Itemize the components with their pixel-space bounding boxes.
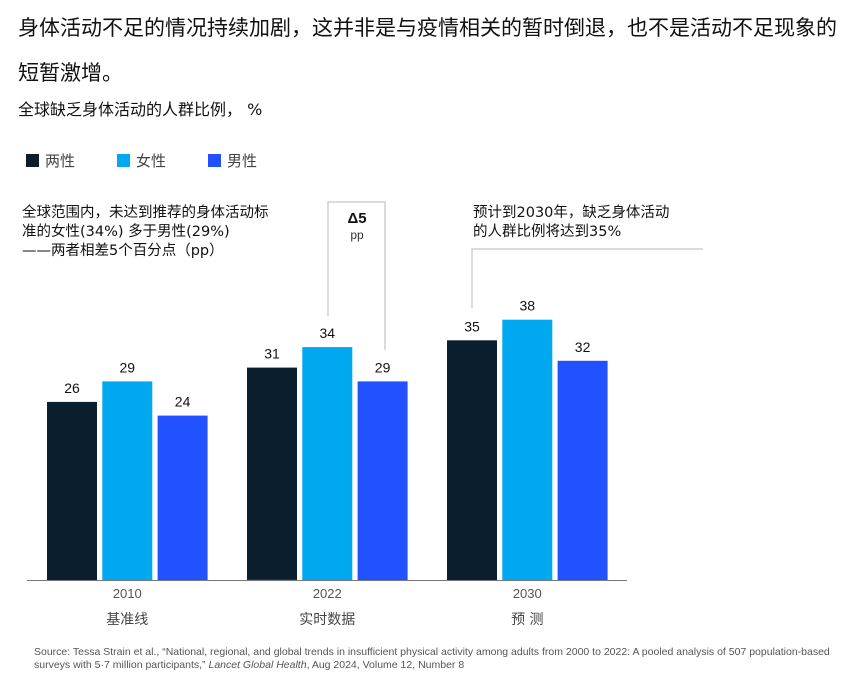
data-label-both-2030: 35 — [464, 318, 480, 334]
data-label-male-2010: 24 — [175, 394, 191, 410]
data-label-male-2030: 32 — [575, 339, 591, 355]
legend-swatch-both — [26, 154, 39, 167]
data-label-female-2010: 29 — [120, 359, 136, 375]
legend-item-both: 两性 — [26, 150, 75, 171]
legend-item-female: 女性 — [117, 150, 166, 171]
gender-gap-annotation: 全球范围内，未达到推荐的身体活动标 准的女性(34%) 多于男性(29%) ——… — [22, 204, 322, 261]
projection-annotation-line: 预计到2030年，缺乏身体活动 — [473, 205, 670, 221]
delta-bracket — [327, 201, 386, 350]
annotation-brackets — [327, 201, 703, 350]
bar-male-2030 — [557, 360, 608, 580]
gender-gap-annotation-line: 全球范围内，未达到推荐的身体活动标 — [22, 205, 269, 221]
x-tick-label-2010: 2010 — [113, 586, 142, 601]
source-prefix: Source: Tessa Strain et al., “National, … — [34, 646, 830, 671]
gender-gap-annotation-line: ——两者相差5个百分点（pp） — [22, 243, 224, 259]
source-journal: Lancet Global Health — [208, 659, 307, 671]
x-axis-labels: 2010 基准线 2022 实时数据 2030 预 测 — [106, 586, 543, 628]
x-category-sublabel-2010: 基准线 — [106, 611, 148, 628]
bars-layer: 26 31 35 29 34 38 24 29 32 — [47, 298, 608, 581]
bar-male-2010 — [157, 415, 208, 580]
data-label-both-2010: 26 — [64, 380, 80, 396]
data-label-male-2022: 29 — [375, 359, 391, 375]
bar-female-2030 — [502, 319, 553, 580]
gender-gap-annotation-line: 准的女性(34%) 多于男性(29%) — [22, 224, 230, 240]
bar-both-2022 — [247, 367, 297, 580]
x-tick-label-2022: 2022 — [313, 586, 342, 601]
bar-male-2022 — [357, 381, 408, 580]
legend-label-male: 男性 — [227, 152, 258, 170]
delta-value: Δ5 — [347, 210, 367, 227]
source-suffix: , Aug 2024, Volume 12, Number 8 — [306, 659, 465, 671]
data-label-female-2022: 34 — [320, 325, 336, 341]
projection-annotation: 预计到2030年，缺乏身体活动 的人群比例将达到35% — [473, 204, 713, 242]
legend-label-female: 女性 — [136, 152, 167, 170]
delta-unit: pp — [350, 228, 364, 242]
source-note: Source: Tessa Strain et al., “National, … — [34, 646, 834, 672]
data-label-both-2022: 31 — [264, 346, 280, 362]
legend-swatch-female — [117, 154, 131, 167]
bar-female-2022 — [302, 347, 353, 580]
data-label-female-2030: 38 — [520, 298, 536, 314]
x-tick-label-2030: 2030 — [513, 586, 542, 601]
legend-swatch-male — [208, 154, 222, 167]
x-category-sublabel-2022: 实时数据 — [299, 612, 355, 628]
page-title: 身体活动不足的情况持续加剧，这并非是与疫情相关的暂时倒退，也不是活动不足现象的短… — [18, 16, 837, 85]
legend-item-male: 男性 — [208, 150, 257, 171]
delta-callout: Δ5 pp — [329, 210, 385, 242]
bar-female-2010 — [102, 381, 153, 580]
bar-both-2030 — [447, 340, 497, 581]
projection-annotation-line: 的人群比例将达到35% — [473, 224, 622, 240]
legend-label-both: 两性 — [45, 152, 76, 170]
bar-both-2010 — [47, 401, 97, 580]
projection-bracket — [471, 248, 703, 308]
chart-subtitle: 全球缺乏身体活动的人群比例， % — [18, 100, 263, 119]
legend: 两性 女性 男性 — [26, 150, 299, 171]
x-category-sublabel-2030: 预 测 — [511, 612, 543, 628]
